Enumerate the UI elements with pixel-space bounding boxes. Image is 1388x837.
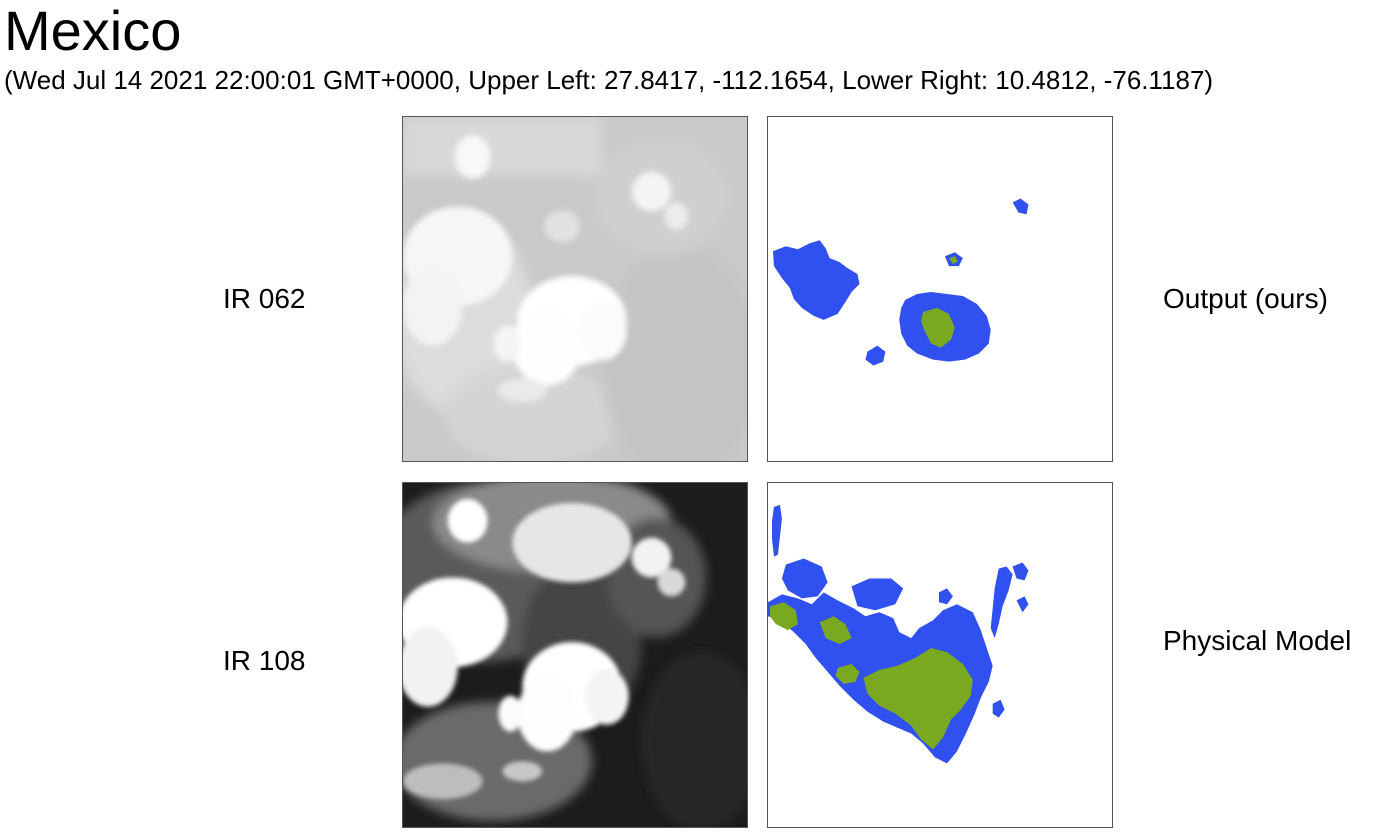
- pm-green-region-left: [769, 602, 798, 631]
- mask-blue-region-small-bottom: [865, 345, 886, 366]
- pm-green-region-main: [863, 648, 973, 750]
- mask-green-region-center: [921, 307, 955, 348]
- pm-blue-region-small-center: [939, 588, 953, 605]
- pm-blue-region-right-strip: [990, 566, 1013, 639]
- ir062-image: [403, 117, 747, 461]
- mask-blue-region-top-right: [1012, 198, 1029, 215]
- ir108-image: [403, 483, 747, 827]
- pm-blue-region-top-left-strip: [771, 504, 782, 557]
- physical-model-mask-panel: [767, 482, 1113, 828]
- mask-green-region-small-dot: [948, 256, 958, 265]
- page-subtitle: (Wed Jul 14 2021 22:00:01 GMT+0000, Uppe…: [4, 65, 1214, 95]
- label-output-ours: Output (ours): [1163, 283, 1328, 314]
- pm-blue-region-upper-center-blob: [851, 578, 904, 611]
- ir062-image-panel: [402, 116, 748, 462]
- ir108-image-panel: [402, 482, 748, 828]
- pm-blue-region-upper-left-blob: [781, 558, 828, 599]
- output-ours-mask-panel: [767, 116, 1113, 462]
- label-physical-model: Physical Model: [1163, 625, 1352, 656]
- physical-model-mask: [768, 483, 1112, 827]
- pm-green-region-center-small: [835, 663, 860, 684]
- page-title: Mexico: [4, 0, 182, 62]
- pm-green-region-mid-left: [819, 616, 852, 645]
- output-ours-mask: [768, 117, 1112, 461]
- mask-blue-region-left: [772, 240, 860, 320]
- row-label-ir108: IR 108: [223, 645, 306, 676]
- pm-blue-region-right-small: [1016, 596, 1029, 613]
- pm-blue-region-lower-right: [992, 699, 1005, 718]
- row-label-ir062: IR 062: [223, 283, 306, 314]
- pm-blue-region-far-right: [1012, 562, 1029, 581]
